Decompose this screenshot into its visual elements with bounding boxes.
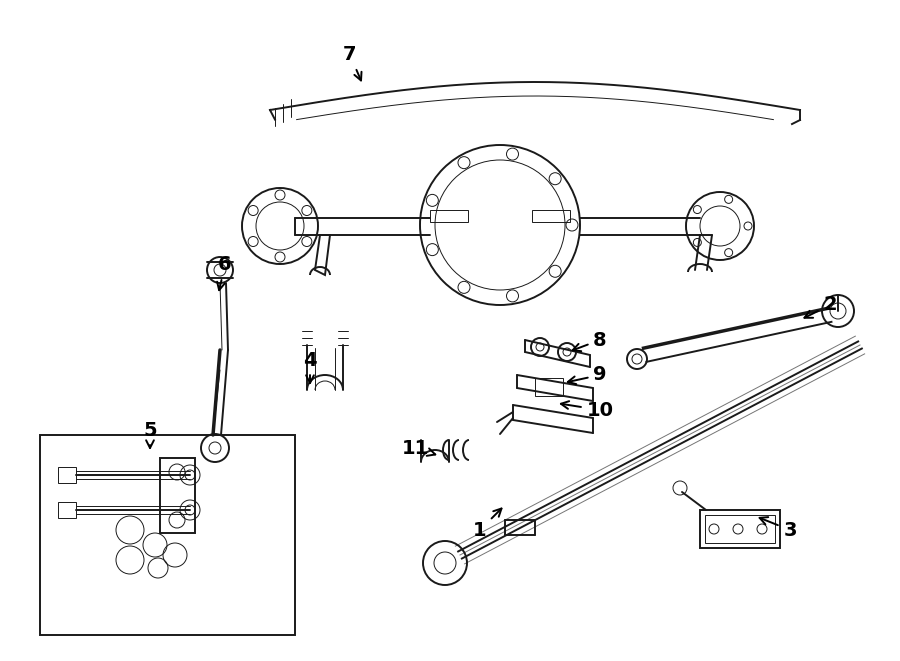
Text: 6: 6 [217, 256, 232, 290]
Bar [58, 467, 76, 483]
Bar [535, 378, 563, 396]
Text: 11: 11 [401, 438, 436, 457]
Bar [40, 435, 295, 635]
Text: 5: 5 [143, 420, 157, 448]
Text: 7: 7 [343, 46, 362, 81]
Text: 2: 2 [805, 295, 837, 318]
Text: 10: 10 [561, 401, 614, 420]
Bar [532, 210, 570, 222]
Bar [58, 502, 76, 518]
Text: 4: 4 [303, 350, 317, 383]
Bar [430, 210, 468, 222]
Text: 1: 1 [473, 508, 501, 539]
Bar [705, 515, 775, 543]
Text: 8: 8 [572, 330, 607, 351]
Text: 9: 9 [568, 366, 607, 385]
Bar [160, 458, 195, 533]
Text: 3: 3 [760, 517, 796, 539]
Bar [700, 510, 780, 548]
